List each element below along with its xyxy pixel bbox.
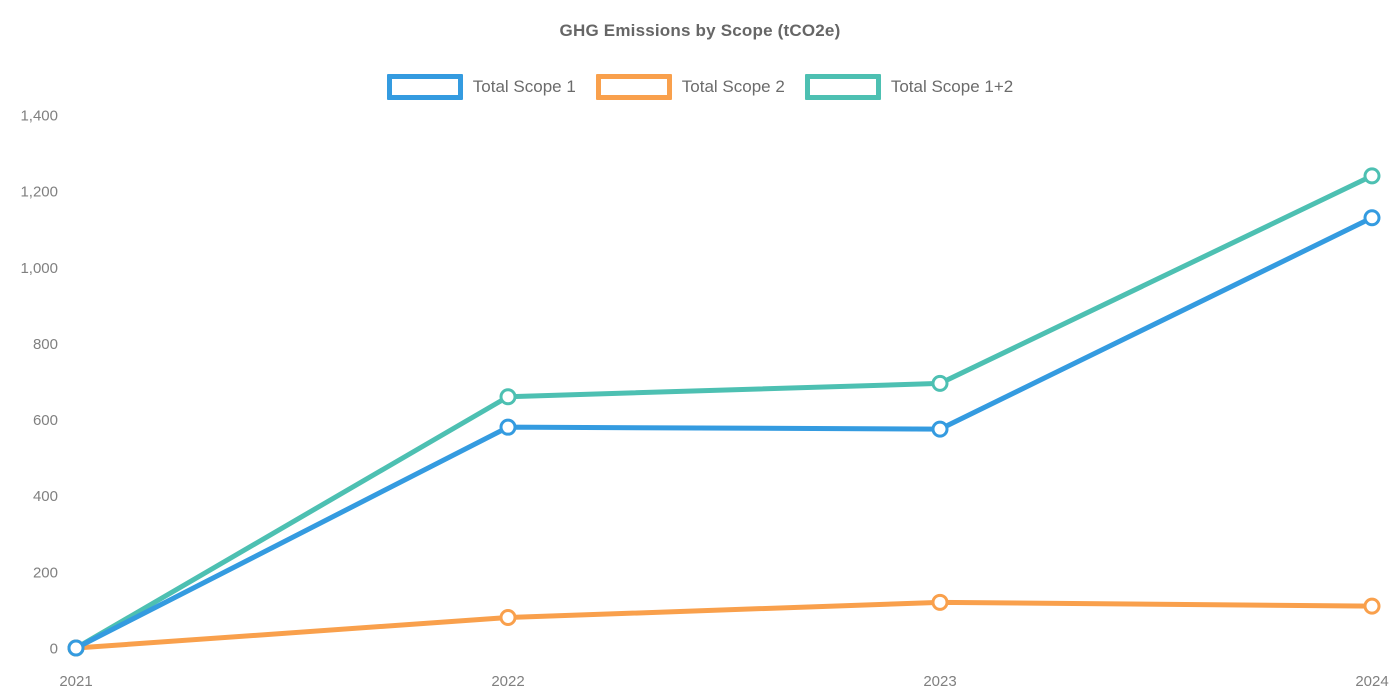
y-tick-label: 200 — [33, 564, 58, 581]
marker-total-scope-2-2024 — [1363, 597, 1381, 615]
line-total-scope-1 — [73, 215, 1375, 651]
y-tick-label: 800 — [33, 336, 58, 353]
legend-item-total-scope-2[interactable]: Total Scope 2 — [595, 74, 785, 100]
legend-item-total-scope-1-2[interactable]: Total Scope 1+2 — [804, 74, 1014, 100]
marker-total-scope-2-2023 — [931, 593, 949, 611]
y-tick-label: 1,400 — [20, 108, 58, 125]
y-tick-label: 600 — [33, 412, 58, 429]
chart-title: GHG Emissions by Scope (tCO2e) — [559, 21, 841, 40]
legend-item-total-scope-1[interactable]: Total Scope 1 — [386, 74, 576, 100]
marker-total-scope-2-2022 — [499, 609, 517, 627]
legend-swatch-total-scope-1 — [386, 74, 463, 100]
line-total-scope-2 — [73, 599, 1375, 651]
marker-total-scope-1-2024 — [1363, 209, 1381, 227]
series-total-scope-2 — [67, 593, 1381, 657]
legend: Total Scope 1 Total Scope 2 Total Scope … — [0, 74, 1400, 100]
y-tick-label: 400 — [33, 488, 58, 505]
legend-label-total-scope-1-2: Total Scope 1+2 — [890, 77, 1014, 96]
legend-label-total-scope-2: Total Scope 2 — [681, 77, 785, 96]
x-tick-label: 2024 — [1355, 673, 1388, 690]
marker-total-scope-1-2-2022 — [499, 388, 517, 406]
line-total-scope-1-2 — [73, 173, 1375, 651]
marker-total-scope-1-2022 — [499, 418, 517, 436]
y-tick-label: 1,200 — [20, 184, 58, 201]
x-tick-label: 2022 — [491, 673, 524, 690]
y-tick-label: 0 — [50, 641, 58, 658]
x-tick-label: 2021 — [59, 673, 92, 690]
legend-label-total-scope-1: Total Scope 1 — [472, 77, 576, 96]
x-axis-labels: 2021 2022 2023 2024 — [59, 673, 1388, 690]
series-total-scope-1-2 — [67, 167, 1381, 657]
legend-swatch-total-scope-1-2 — [804, 74, 881, 100]
series-total-scope-1 — [67, 209, 1381, 657]
legend-swatch-total-scope-2 — [595, 74, 672, 100]
marker-total-scope-1-2021 — [67, 639, 85, 657]
marker-total-scope-1-2-2024 — [1363, 167, 1381, 185]
y-axis-labels: 0 200 400 600 800 1,000 1,200 1,400 — [20, 108, 58, 658]
y-tick-label: 1,000 — [20, 260, 58, 277]
marker-total-scope-1-2-2023 — [931, 374, 949, 392]
marker-total-scope-1-2023 — [931, 420, 949, 438]
x-tick-label: 2023 — [923, 673, 956, 690]
